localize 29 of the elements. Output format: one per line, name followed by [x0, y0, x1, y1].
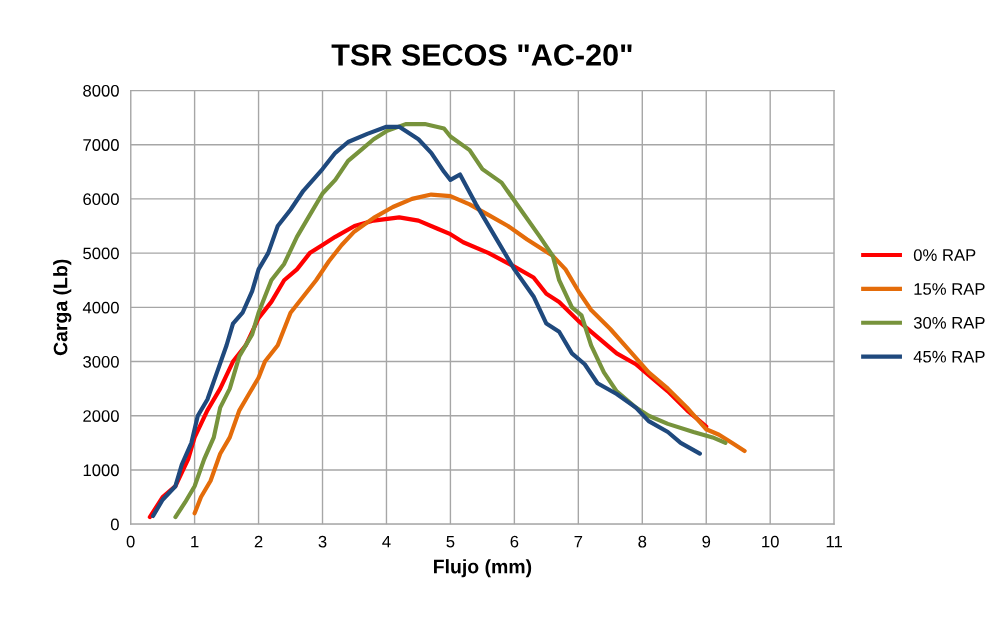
- line-series: [192, 192, 747, 516]
- x-tick-label: 7: [574, 535, 583, 548]
- y-tick-label: 8000: [83, 84, 119, 97]
- x-tick-label: 4: [382, 535, 391, 548]
- x-tick-label: 3: [318, 535, 327, 548]
- legend-label: 30% RAP: [913, 316, 985, 329]
- y-tick-label: 4000: [82, 301, 119, 314]
- x-tick-label: 9: [702, 535, 711, 548]
- chart-title: TSR SECOS "AC-20": [331, 44, 632, 66]
- x-tick-label: 10: [762, 535, 779, 548]
- legend-label: 15% RAP: [914, 283, 985, 295]
- x-tick-label: 11: [826, 535, 842, 548]
- x-tick-label: 1: [191, 535, 199, 548]
- x-tick-label: 8: [638, 535, 647, 548]
- y-tick-label: 6000: [83, 193, 119, 206]
- y-tick-label: 0: [110, 518, 119, 531]
- y-tick-label: 1000: [83, 464, 119, 477]
- x-tick-label: 2: [254, 535, 263, 548]
- y-tick-label: 5000: [83, 247, 119, 260]
- y-tick-label: 7000: [83, 139, 119, 151]
- y-axis-title: Carga (Lb): [53, 259, 72, 356]
- x-axis-title: Flujo (mm): [434, 559, 532, 578]
- x-tick-label: 6: [510, 535, 519, 548]
- y-tick-label: 2000: [83, 410, 119, 422]
- legend-label: 0% RAP: [913, 249, 976, 261]
- x-tick-label: 5: [446, 535, 455, 548]
- x-tick-label: 0: [126, 535, 135, 548]
- legend-label: 45% RAP: [913, 350, 985, 363]
- y-tick-label: 3000: [83, 355, 119, 368]
